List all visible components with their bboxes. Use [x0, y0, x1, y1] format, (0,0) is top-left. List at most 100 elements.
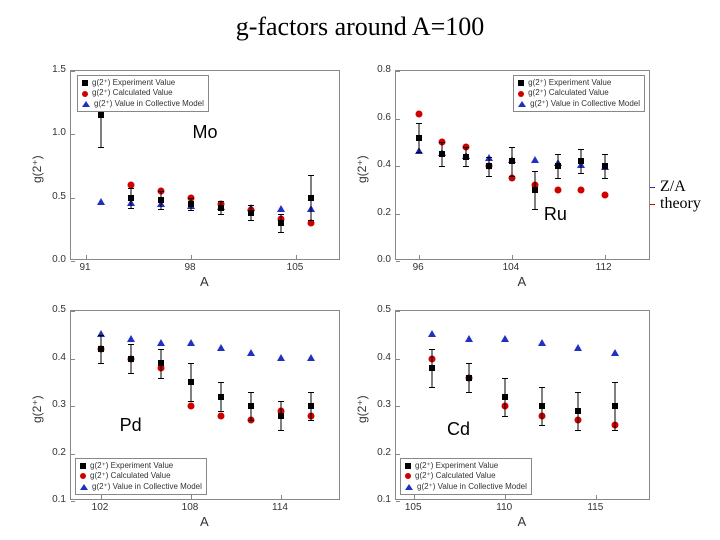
- y-tick-label: 0.4: [38, 352, 66, 363]
- legend-marker-icon: [82, 91, 88, 97]
- za-annotation: Z/A: [660, 178, 686, 196]
- experiment-marker: [248, 403, 254, 409]
- legend-label: g(2⁺) Experiment Value: [90, 461, 173, 471]
- legend-marker-icon: [80, 473, 86, 479]
- experiment-marker: [509, 158, 515, 164]
- legend: g(2⁺) Experiment Valueg(2⁺) Calculated V…: [400, 458, 532, 495]
- legend-label: g(2⁺) Calculated Value: [92, 88, 173, 98]
- collective-marker: [428, 330, 436, 337]
- y-tick-label: 0.5: [363, 304, 391, 315]
- calculated-marker: [416, 110, 423, 117]
- collective-marker: [127, 335, 135, 342]
- collective-marker: [217, 344, 225, 351]
- collective-marker: [187, 339, 195, 346]
- legend-marker-icon: [518, 91, 524, 97]
- legend-row: g(2⁺) Experiment Value: [82, 78, 204, 88]
- x-axis-label: A: [200, 274, 209, 289]
- legend-label: g(2⁺) Experiment Value: [92, 78, 175, 88]
- experiment-marker: [502, 394, 508, 400]
- calculated-marker: [578, 186, 585, 193]
- legend-marker-icon: [80, 463, 86, 469]
- experiment-marker: [188, 379, 194, 385]
- experiment-marker: [98, 112, 104, 118]
- panel-label: Ru: [544, 204, 567, 225]
- panel-label: Pd: [120, 415, 142, 436]
- collective-marker: [157, 339, 165, 346]
- y-tick-label: 0.5: [38, 304, 66, 315]
- x-axis-label: A: [518, 274, 527, 289]
- experiment-marker: [555, 163, 561, 169]
- legend-row: g(2⁺) Value in Collective Model: [405, 482, 527, 492]
- y-tick-label: 0.0: [38, 254, 66, 265]
- legend-marker-icon: [405, 473, 411, 479]
- experiment-marker: [278, 413, 284, 419]
- calculated-marker: [218, 412, 225, 419]
- experiment-marker: [429, 365, 435, 371]
- page-title: g-factors around A=100: [0, 12, 720, 42]
- x-tick-label: 91: [70, 262, 100, 273]
- calculated-marker: [555, 186, 562, 193]
- legend-row: g(2⁺) Value in Collective Model: [518, 99, 640, 109]
- legend-row: g(2⁺) Calculated Value: [80, 471, 202, 481]
- experiment-marker: [128, 195, 134, 201]
- legend-row: g(2⁺) Experiment Value: [518, 78, 640, 88]
- y-tick-label: 0.1: [363, 494, 391, 505]
- y-tick-label: 0.2: [38, 447, 66, 458]
- legend-label: g(2⁺) Experiment Value: [528, 78, 611, 88]
- y-tick-label: 0.8: [363, 64, 391, 75]
- y-tick-label: 0.5: [38, 191, 66, 202]
- y-tick-label: 0.2: [363, 447, 391, 458]
- y-tick-label: 0.4: [363, 159, 391, 170]
- collective-marker: [531, 156, 539, 163]
- x-tick-label: 108: [175, 502, 205, 513]
- experiment-marker: [188, 201, 194, 207]
- legend-row: g(2⁺) Value in Collective Model: [80, 482, 202, 492]
- experiment-marker: [612, 403, 618, 409]
- chart-panel-cd: Cdg(2⁺) Experiment Valueg(2⁺) Calculated…: [395, 310, 650, 500]
- experiment-marker: [416, 135, 422, 141]
- legend-row: g(2⁺) Value in Collective Model: [82, 99, 204, 109]
- experiment-marker: [439, 151, 445, 157]
- experiment-marker: [218, 205, 224, 211]
- legend-marker-icon: [518, 101, 526, 107]
- legend-marker-icon: [405, 463, 411, 469]
- legend-row: g(2⁺) Calculated Value: [518, 88, 640, 98]
- experiment-marker: [248, 210, 254, 216]
- x-tick-label: 114: [265, 502, 295, 513]
- chart-panel-pd: Pd g(2⁺) Experiment Valueg(2⁺) Calculated…: [70, 310, 340, 500]
- y-axis-label: g(2⁺): [30, 155, 44, 183]
- legend-label: g(2⁺) Value in Collective Model: [530, 99, 640, 109]
- collective-marker: [574, 344, 582, 351]
- y-tick-label: 0.3: [363, 399, 391, 410]
- experiment-marker: [463, 154, 469, 160]
- collective-marker: [611, 349, 619, 356]
- x-tick-label: 104: [496, 262, 526, 273]
- experiment-marker: [532, 187, 538, 193]
- collective-marker: [307, 354, 315, 361]
- y-tick-label: 1.5: [38, 64, 66, 75]
- experiment-marker: [578, 158, 584, 164]
- x-tick-label: 112: [589, 262, 619, 273]
- experiment-marker: [128, 356, 134, 362]
- experiment-marker: [278, 220, 284, 226]
- legend-label: g(2⁺) Calculated Value: [415, 471, 496, 481]
- experiment-marker: [158, 197, 164, 203]
- y-tick-label: 0.0: [363, 254, 391, 265]
- legend-label: g(2⁺) Value in Collective Model: [94, 99, 204, 109]
- x-tick-label: 115: [580, 502, 610, 513]
- x-tick-label: 96: [403, 262, 433, 273]
- legend-label: g(2⁺) Experiment Value: [415, 461, 498, 471]
- experiment-marker: [466, 375, 472, 381]
- panel-label: Mo: [193, 122, 218, 143]
- collective-marker: [465, 335, 473, 342]
- legend-marker-icon: [405, 484, 413, 490]
- collective-marker: [538, 339, 546, 346]
- x-axis-label: A: [200, 514, 209, 529]
- experiment-marker: [575, 408, 581, 414]
- legend-row: g(2⁺) Experiment Value: [405, 461, 527, 471]
- legend-marker-icon: [82, 80, 88, 86]
- legend: g(2⁺) Experiment Valueg(2⁺) Calculated V…: [77, 75, 209, 112]
- legend: g(2⁺) Experiment Valueg(2⁺) Calculated V…: [75, 458, 207, 495]
- y-tick-label: 0.4: [363, 352, 391, 363]
- calculated-marker: [601, 191, 608, 198]
